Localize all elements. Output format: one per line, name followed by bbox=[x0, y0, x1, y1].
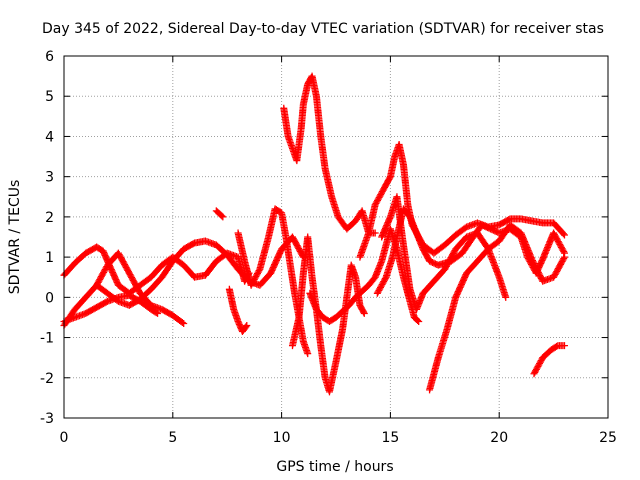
y-tick-label: -2 bbox=[40, 371, 54, 387]
data-point-marker bbox=[415, 317, 423, 325]
data-point-marker bbox=[414, 316, 422, 324]
y-tick-label: 1 bbox=[45, 250, 54, 266]
x-axis-label: GPS time / hours bbox=[276, 459, 393, 475]
data-point-marker bbox=[502, 293, 510, 301]
data-point-marker bbox=[152, 309, 160, 317]
x-tick-label: 10 bbox=[273, 430, 291, 446]
y-tick-label: 3 bbox=[45, 170, 54, 186]
data-point-marker bbox=[360, 308, 368, 316]
data-point-marker bbox=[243, 321, 251, 329]
data-point-marker bbox=[255, 267, 263, 275]
data-point-marker bbox=[560, 253, 568, 261]
data-points-layer bbox=[60, 72, 568, 396]
plot-frame bbox=[63, 55, 609, 419]
x-tick-label: 20 bbox=[490, 430, 508, 446]
data-series-track-14 bbox=[426, 221, 568, 394]
x-tick-label: 5 bbox=[168, 430, 177, 446]
y-axis-label: SDTVAR / TECUs bbox=[7, 180, 23, 295]
y-tick-label: 4 bbox=[45, 129, 54, 145]
data-series-track-6 bbox=[225, 285, 251, 336]
x-tick-label: 0 bbox=[60, 430, 69, 446]
data-point-marker bbox=[560, 231, 568, 239]
data-point-marker bbox=[304, 350, 312, 358]
data-point-marker bbox=[154, 309, 162, 317]
x-tick-label: 25 bbox=[599, 430, 617, 446]
axis-ticks: 0 5 10 15 20 25 -3 -2 -1 0 1 2 3 4 5 6 bbox=[40, 49, 617, 446]
y-tick-label: 6 bbox=[45, 49, 54, 65]
data-point-marker bbox=[219, 213, 227, 221]
data-series-track-5 bbox=[212, 207, 227, 221]
y-tick-label: -3 bbox=[40, 411, 54, 427]
grid-lines bbox=[64, 56, 608, 418]
data-point-marker bbox=[242, 323, 250, 331]
data-point-marker bbox=[180, 319, 188, 327]
data-series-track-15 bbox=[530, 342, 568, 378]
y-tick-label: 5 bbox=[45, 89, 54, 105]
data-point-marker bbox=[560, 255, 568, 263]
data-series-track-8 bbox=[280, 72, 379, 237]
y-tick-label: -1 bbox=[40, 331, 54, 347]
data-point-marker bbox=[560, 342, 568, 350]
data-point-marker bbox=[381, 275, 389, 283]
data-point-marker bbox=[178, 318, 186, 326]
data-point-marker bbox=[360, 309, 368, 317]
data-point-marker bbox=[371, 229, 379, 237]
data-point-marker bbox=[559, 230, 567, 238]
chart-title: Day 345 of 2022, Sidereal Day-to-day VTE… bbox=[42, 21, 604, 37]
y-tick-label: 0 bbox=[45, 290, 54, 306]
y-tick-label: 2 bbox=[45, 210, 54, 226]
x-tick-label: 15 bbox=[381, 430, 399, 446]
data-point-marker bbox=[560, 248, 568, 256]
data-series-track-9 bbox=[288, 233, 368, 396]
data-point-marker bbox=[218, 212, 226, 220]
